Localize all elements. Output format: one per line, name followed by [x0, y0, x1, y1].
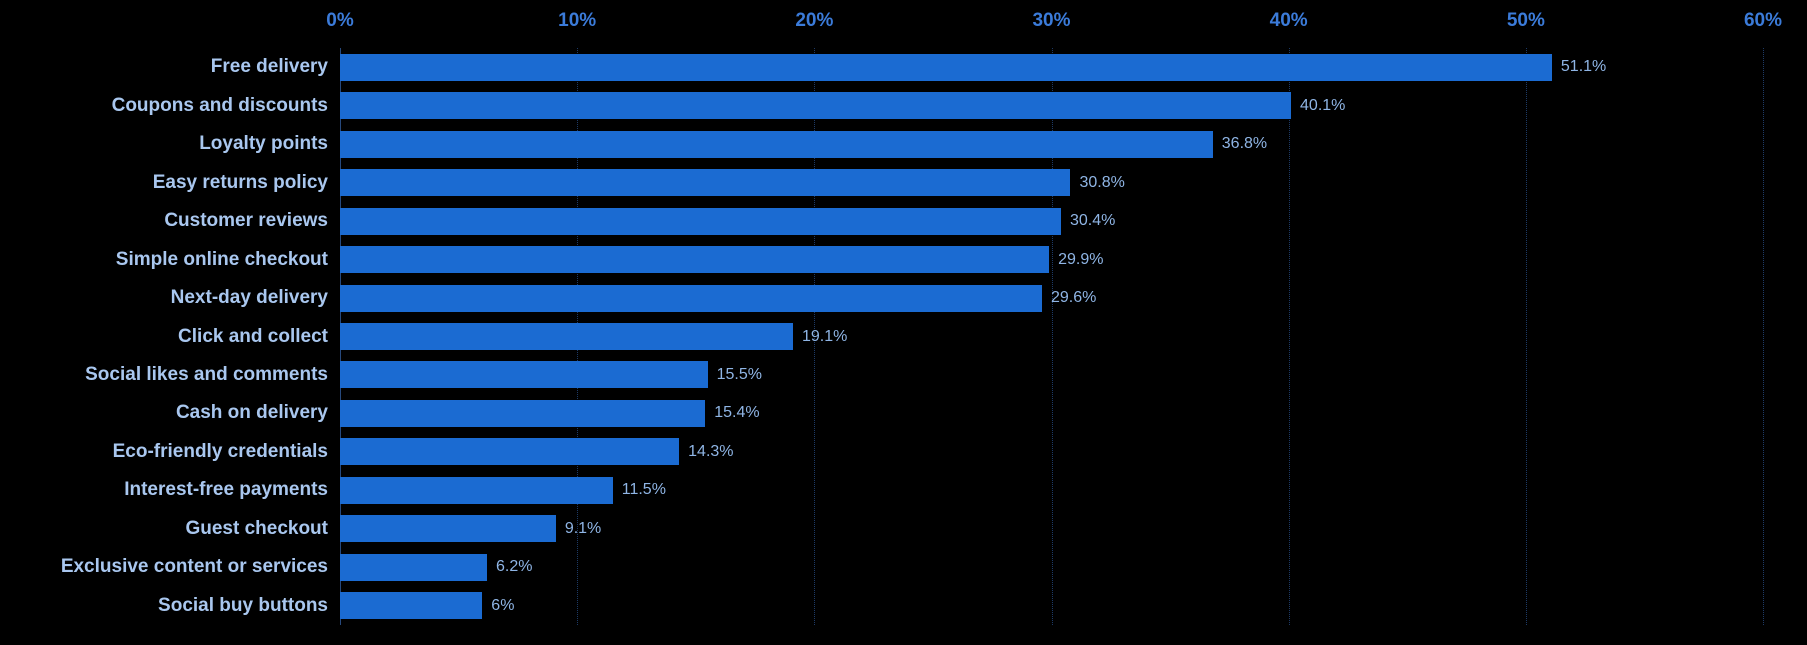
- category-label: Exclusive content or services: [60, 556, 328, 578]
- x-tick-label: 30%: [1032, 10, 1071, 31]
- bar: [340, 207, 1061, 235]
- category-label: Coupons and discounts: [111, 94, 328, 116]
- x-tick-label: 10%: [558, 10, 597, 31]
- x-tick-label: 50%: [1506, 10, 1545, 31]
- value-label: 6%: [491, 596, 515, 614]
- value-label: 11.5%: [621, 481, 666, 499]
- bar-row: Cash on delivery 15.4%: [176, 394, 1763, 432]
- x-tick-label: 60%: [1743, 10, 1783, 31]
- bar-row: Coupons and discounts 40.1%: [112, 86, 1763, 124]
- category-label: Cash on delivery: [175, 402, 328, 424]
- bar-row: Easy returns policy 30.8%: [153, 163, 1763, 201]
- gridline: [1763, 48, 1764, 625]
- category-label: Customer reviews: [164, 210, 328, 232]
- gridline: [814, 48, 816, 625]
- value-label: 40.1%: [1300, 96, 1346, 114]
- category-label: Eco-friendly credentials: [112, 440, 328, 462]
- bar: [340, 592, 483, 620]
- bar-row: Customer reviews 30.4%: [164, 202, 1763, 240]
- bar: [340, 553, 488, 581]
- category-label: Free delivery: [210, 56, 328, 78]
- category-label: Social likes and comments: [85, 363, 328, 385]
- value-label: 15.4%: [714, 404, 760, 422]
- value-label: 19.1%: [801, 327, 848, 345]
- value-label: 29.6%: [1051, 289, 1097, 307]
- bar: [340, 361, 708, 389]
- value-label: 6.2%: [496, 558, 533, 576]
- bar-row: Interest-free payments 11.5%: [124, 471, 1763, 509]
- bar: [340, 284, 1042, 312]
- bar: [340, 399, 706, 427]
- value-label: 9.1%: [564, 519, 602, 537]
- bar: [340, 476, 613, 504]
- value-label: 36.8%: [1221, 135, 1268, 153]
- bar: [340, 53, 1552, 81]
- bar-rows: Free delivery 51.1% Coupons and discounts 4…: [61, 48, 1763, 625]
- category-label: Social buy buttons: [158, 594, 328, 616]
- category-label: Loyalty points: [199, 133, 328, 155]
- gridline: [1288, 48, 1290, 625]
- category-label: Interest-free payments: [124, 479, 328, 501]
- bar: [340, 515, 556, 543]
- bar-row: Click and collect 19.1%: [178, 317, 1763, 355]
- value-label: 30.8%: [1079, 173, 1125, 191]
- bar: [340, 92, 1292, 120]
- bar-row: Social likes and comments 15.5%: [85, 356, 1763, 394]
- category-label: Easy returns policy: [152, 171, 328, 193]
- x-tick-label: 40%: [1269, 10, 1308, 31]
- bar: [340, 323, 793, 351]
- bar: [340, 169, 1071, 197]
- bar-row: Loyalty points 36.8%: [199, 125, 1763, 163]
- category-label: Simple online checkout: [115, 248, 328, 270]
- value-label: 30.4%: [1069, 212, 1116, 230]
- category-label: Click and collect: [178, 325, 328, 347]
- bar-row: Next-day delivery 29.6%: [171, 279, 1763, 317]
- plot-area: Free delivery 51.1% Coupons and discounts 4…: [61, 48, 1764, 625]
- x-tick-label: 0%: [326, 10, 354, 31]
- bar-row: Free delivery 51.1%: [211, 48, 1763, 86]
- value-label: 51.1%: [1560, 58, 1607, 76]
- gridline: [1525, 48, 1527, 625]
- category-label: Guest checkout: [185, 517, 328, 539]
- value-label: 29.9%: [1058, 250, 1104, 268]
- bar-row: Guest checkout 9.1%: [185, 510, 1763, 548]
- bar: [340, 130, 1213, 158]
- bar-row: Exclusive content or services 6.2%: [61, 548, 1763, 586]
- value-label: 15.5%: [716, 365, 762, 383]
- bar-row: Social buy buttons 6%: [158, 587, 1763, 625]
- bar-row: Eco-friendly credentials 14.3%: [113, 433, 1763, 471]
- x-tick-label: 20%: [795, 10, 834, 31]
- bar: [340, 438, 680, 466]
- bar: [340, 246, 1050, 274]
- bar-row: Simple online checkout 29.9%: [116, 240, 1763, 278]
- category-label: Next-day delivery: [170, 287, 328, 309]
- value-label: 14.3%: [688, 442, 734, 460]
- gridline: [1051, 48, 1053, 625]
- x-axis: 0% 10% 20% 30% 40% 50% 60%: [326, 10, 1782, 42]
